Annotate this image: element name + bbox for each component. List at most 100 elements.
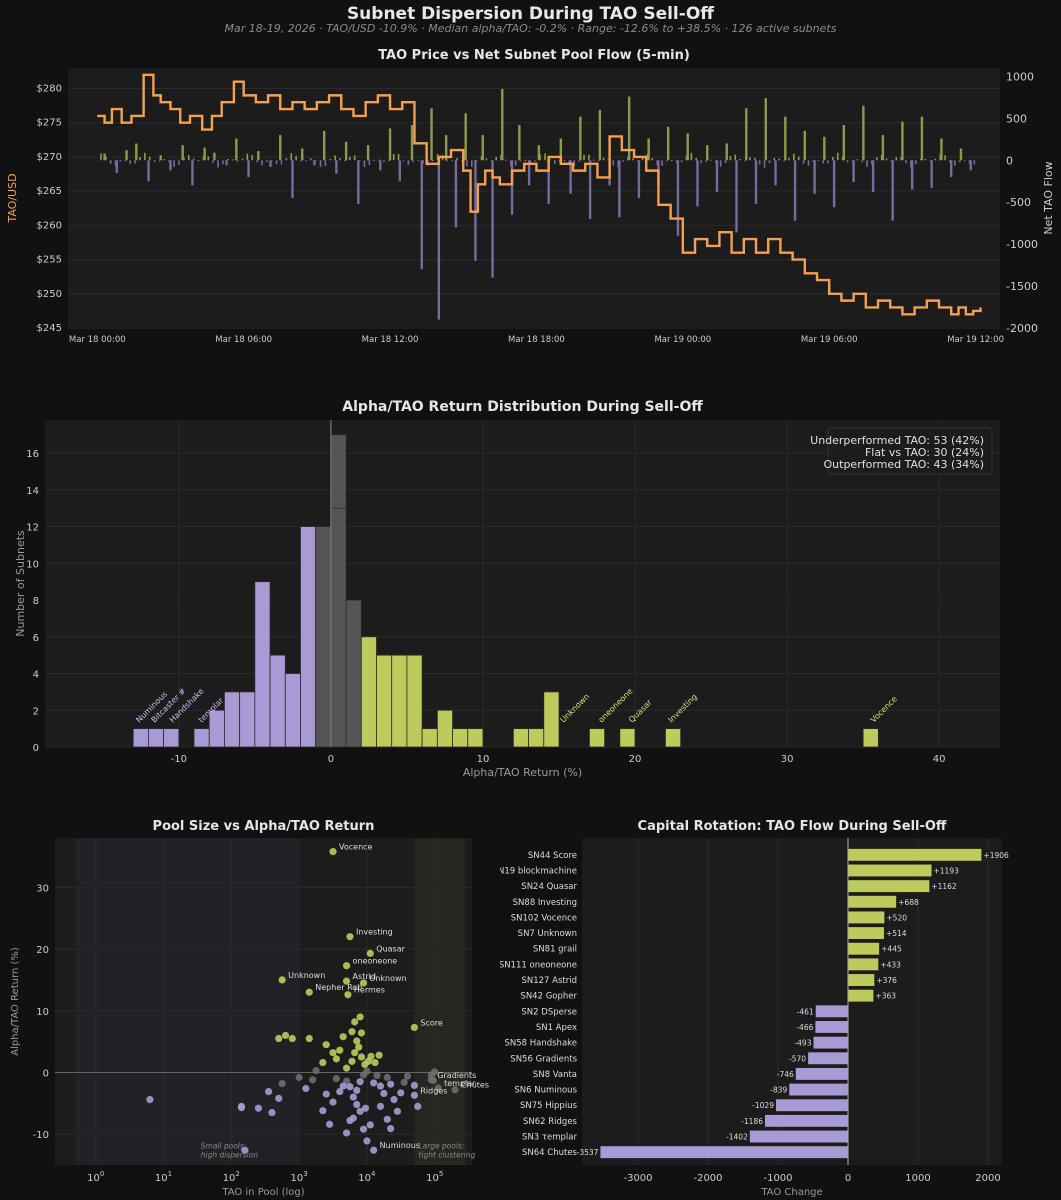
scatter-point: [346, 1083, 354, 1091]
y-tick-label: 10: [36, 1007, 49, 1018]
flow-bar: [612, 160, 615, 166]
flow-bar: [203, 147, 206, 161]
rotation-bar: [848, 974, 875, 986]
flow-bar: [661, 160, 663, 166]
value-label: -1029: [752, 1101, 774, 1110]
scatter-point: [383, 1073, 391, 1081]
flow-bar: [910, 160, 914, 190]
flow-bar: [729, 155, 732, 161]
flow-bar: [217, 160, 219, 168]
scatter-point: [451, 1086, 459, 1094]
y-tick-label: $250: [37, 289, 62, 300]
flow-bar: [470, 160, 473, 167]
point-label: Gradients: [437, 1071, 476, 1080]
flow-bar: [569, 160, 572, 194]
flow-bar: [534, 160, 537, 162]
flow-bar: [632, 158, 634, 161]
flow-bar: [666, 160, 668, 162]
flow-bar: [519, 160, 522, 162]
flow-bar: [579, 116, 582, 161]
category-label: SN62 Ridges: [523, 1117, 578, 1127]
chart-title: Alpha/TAO Return Distribution During Sel…: [342, 399, 703, 415]
flow-bar: [158, 160, 161, 162]
flow-bar: [388, 128, 392, 161]
point-label: Quasar: [376, 944, 405, 953]
flow-bar: [890, 160, 893, 162]
flow-bar: [313, 160, 316, 166]
scatter-point: [322, 1041, 330, 1049]
x-tick-label: -1000: [763, 1173, 792, 1184]
flow-bar: [710, 159, 712, 161]
flow-bar: [553, 160, 556, 164]
flow-bar: [518, 125, 521, 161]
rotation-bar: [775, 1099, 848, 1112]
scatter-point: [390, 1096, 398, 1104]
flow-bar: [485, 158, 488, 161]
flow-bar: [334, 155, 336, 161]
flow-bar: [373, 159, 375, 161]
y-tick-label: $275: [37, 118, 62, 129]
scatter-point: [309, 1076, 317, 1084]
flow-bar: [481, 135, 484, 161]
histogram-bar: [589, 728, 606, 748]
flow-bar: [846, 160, 849, 163]
point-label: Numinous: [380, 1141, 420, 1150]
scatter-point: [281, 1031, 290, 1040]
histogram-bar: [360, 636, 377, 748]
flow-bar: [758, 160, 761, 165]
flow-bar: [641, 157, 644, 161]
scatter-point: [431, 1068, 439, 1076]
flow-bar: [134, 160, 136, 164]
flow-bar: [547, 160, 550, 204]
flow-bar: [437, 160, 441, 320]
scatter-point: [319, 1058, 327, 1067]
rotation-bar: [600, 1146, 848, 1159]
histogram-bar: [224, 691, 241, 748]
flow-bar: [588, 160, 592, 219]
flow-bar: [181, 145, 184, 161]
scatter-point: [322, 1090, 330, 1098]
flow-bar: [227, 158, 229, 161]
histogram-bar: [376, 654, 393, 748]
flow-bar: [464, 113, 467, 161]
flow-bar: [832, 156, 834, 161]
flow-bar: [685, 155, 688, 161]
scatter-point: [353, 1037, 361, 1045]
scatter-point: [366, 1121, 374, 1129]
scatter-point: [288, 1034, 296, 1043]
flow-bar: [602, 157, 605, 161]
value-label: -746: [777, 1070, 794, 1079]
category-label: SN88 Investing: [513, 898, 577, 908]
flow-bar: [963, 160, 966, 162]
scatter-point: [429, 1076, 437, 1085]
y2-axis-label: Net TAO Flow: [1042, 161, 1055, 234]
legend-line: Outperformed TAO: 43 (34%): [824, 458, 985, 471]
rotation-bar: [848, 989, 874, 1002]
flow-bar: [680, 160, 683, 163]
flow-bar: [109, 160, 112, 164]
flow-bar: [558, 160, 561, 163]
scatter-point: [357, 1053, 366, 1061]
flow-bar: [891, 160, 894, 221]
price-flow-chart: TAO Price vs Net Subnet Pool Flow (5-min…: [6, 48, 1055, 345]
rotation-bar: [848, 958, 879, 971]
flow-bar: [153, 160, 156, 162]
flow-bar: [212, 160, 214, 163]
flow-bar: [544, 153, 546, 161]
flow-bar: [291, 160, 294, 198]
flow-bar: [505, 159, 507, 161]
point-label: Chutes: [461, 1081, 489, 1090]
scatter-point: [363, 1067, 371, 1075]
x-axis-label: Alpha/TAO Return (%): [463, 766, 582, 779]
flow-bar: [491, 160, 494, 278]
scatter-point: [351, 1049, 359, 1057]
flow-bar: [783, 160, 785, 162]
y-tick-label: 14: [26, 486, 39, 497]
flow-bar: [456, 158, 458, 161]
flow-bar: [793, 153, 795, 161]
flow-bar: [183, 157, 185, 161]
category-label: SN19 blockmachine: [500, 866, 577, 876]
flow-bar: [754, 160, 758, 204]
x-axis-label: TAO in Pool (log): [221, 1187, 304, 1198]
flow-bar: [436, 153, 439, 161]
